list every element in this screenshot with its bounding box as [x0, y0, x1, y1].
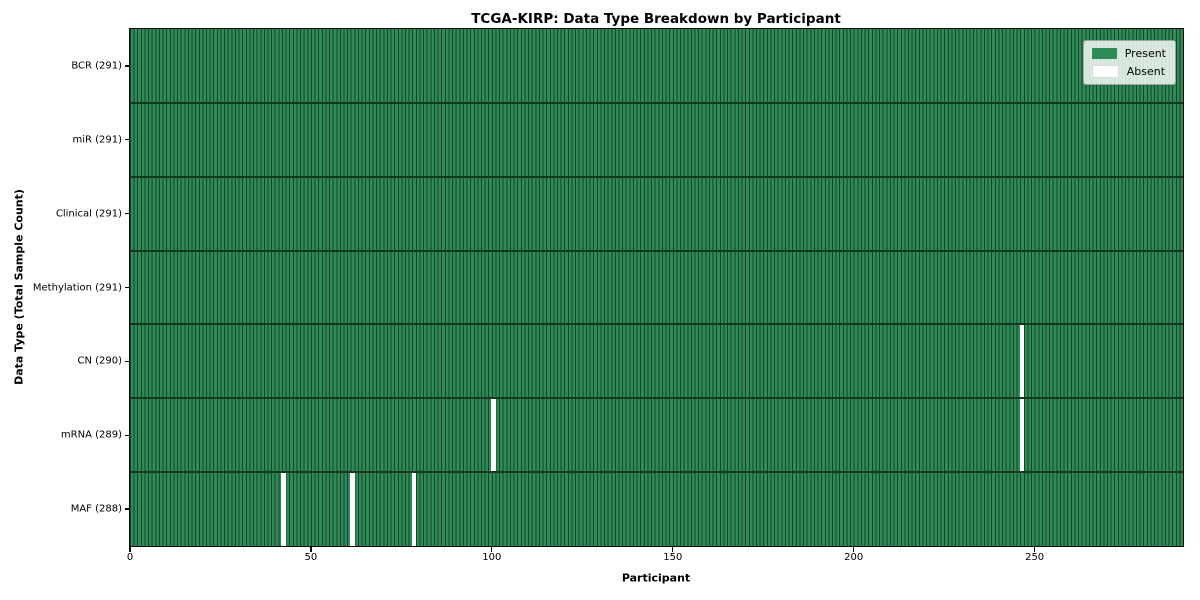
ytick-mark	[125, 434, 129, 436]
row-separator	[130, 471, 1183, 474]
absent-cell-CN-246	[1019, 324, 1025, 399]
ytick-mark	[125, 65, 129, 67]
legend: Present Absent	[1082, 40, 1176, 85]
ytick-mark	[125, 508, 129, 510]
chart-title: TCGA-KIRP: Data Type Breakdown by Partic…	[471, 11, 841, 27]
xtick-label-250: 250	[1025, 552, 1045, 563]
xtick-mark	[129, 547, 131, 552]
ytick-label-mRNA: mRNA (289)	[60, 429, 122, 441]
xtick-label-0: 0	[126, 552, 134, 563]
absent-cell-MAF-42	[281, 472, 287, 546]
legend-label-absent: Absent	[1126, 65, 1166, 78]
absent-cell-MAF-61	[350, 472, 355, 546]
ytick-mark	[125, 286, 129, 289]
row-separator	[130, 101, 1183, 104]
ytick-mark	[125, 213, 129, 215]
xtick-label-150: 150	[663, 552, 683, 563]
ytick-label-CN: CN (290)	[77, 355, 122, 367]
present-swatch	[1091, 48, 1117, 59]
xtick-label-50: 50	[304, 552, 318, 563]
ytick-label-Clinical: Clinical (291)	[55, 208, 122, 220]
xtick-mark	[491, 547, 493, 552]
ytick-label-BCR: BCR (291)	[71, 60, 122, 72]
ytick-label-Methylation: Methylation (291)	[32, 282, 122, 293]
ytick-mark	[125, 139, 129, 141]
xtick-label-200: 200	[844, 552, 864, 563]
row-separator	[130, 175, 1183, 178]
x-axis-label: Participant	[621, 571, 691, 585]
xtick-mark	[1034, 547, 1036, 552]
row-separator	[130, 397, 1183, 400]
plot-area: Present Absent	[130, 29, 1183, 546]
legend-entry-absent: Absent	[1091, 65, 1166, 78]
absent-swatch	[1091, 65, 1119, 78]
legend-entry-present: Present	[1091, 47, 1166, 60]
row-separator	[130, 249, 1183, 252]
ytick-mark	[125, 360, 129, 362]
xtick-mark	[672, 547, 674, 552]
xtick-mark	[310, 547, 312, 552]
xtick-mark	[853, 547, 855, 552]
ytick-label-MAF: MAF (288)	[70, 503, 122, 515]
legend-label-present: Present	[1124, 47, 1166, 60]
absent-cell-mRNA-100	[491, 398, 497, 473]
absent-cell-mRNA-246	[1019, 398, 1025, 473]
ytick-label-miR: miR (291)	[72, 134, 122, 146]
xtick-label-100: 100	[482, 552, 502, 563]
absent-cell-MAF-78	[411, 472, 417, 546]
row-separator	[130, 323, 1183, 326]
